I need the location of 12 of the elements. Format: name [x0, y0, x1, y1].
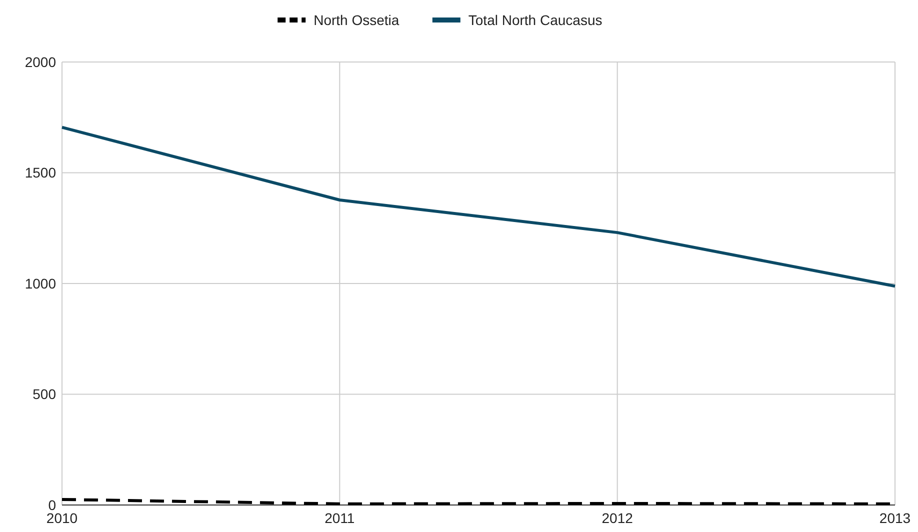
- x-tick-label: 2012: [602, 510, 634, 526]
- x-tick-label: 2010: [46, 510, 78, 526]
- x-tick-label: 2011: [324, 510, 355, 526]
- y-tick-label: 0: [48, 496, 56, 513]
- line-series: [60, 126, 896, 288]
- legend-label: Total North Caucasus: [468, 12, 602, 28]
- y-tick-label: 1000: [24, 275, 56, 292]
- y-tick-label: 500: [32, 386, 56, 402]
- y-tick-label: 1500: [24, 164, 56, 181]
- y-tick-label: 2000: [24, 54, 56, 70]
- legend-label: North Ossetia: [314, 12, 400, 28]
- x-tick-label: 2013: [879, 510, 911, 526]
